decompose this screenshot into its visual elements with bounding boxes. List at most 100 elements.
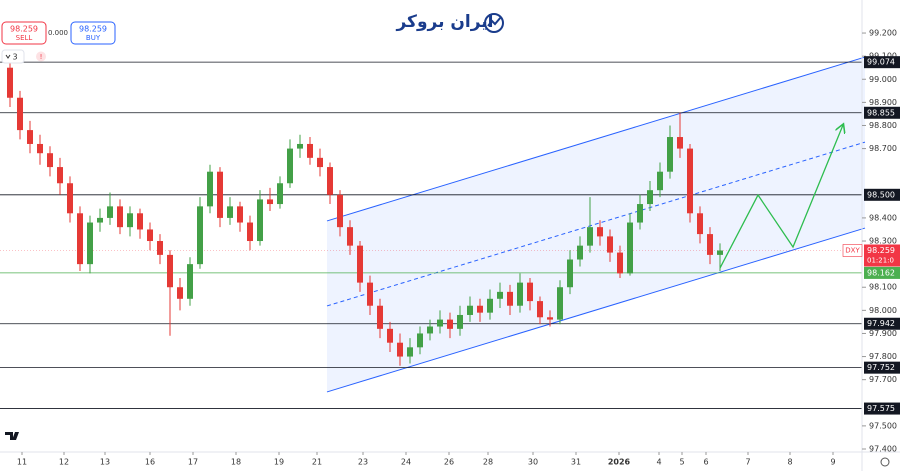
plot-area <box>0 51 866 409</box>
candle-body <box>127 213 133 228</box>
candle-body <box>297 143 303 149</box>
candle-body <box>647 190 653 205</box>
candle-body <box>17 97 23 131</box>
alert-icon[interactable] <box>36 51 46 62</box>
x-tick-label: 16 <box>145 458 155 467</box>
candle-body <box>397 342 403 357</box>
buy-button[interactable] <box>70 21 116 45</box>
level-label: 99.074 <box>867 58 895 67</box>
candle-body <box>207 171 213 207</box>
candle-body <box>27 130 33 144</box>
candle-body <box>177 287 183 299</box>
x-tick-label: 23 <box>358 458 368 467</box>
candle-body <box>447 319 453 329</box>
alert-text: ! <box>40 53 43 61</box>
candle-body <box>387 328 393 343</box>
candle-body <box>527 282 533 302</box>
candle-body <box>467 305 473 315</box>
candle-body <box>497 291 503 299</box>
candle-body <box>267 199 273 205</box>
x-tick-label: 12 <box>59 458 69 467</box>
y-tick-label: 97.400 <box>869 444 897 453</box>
x-tick-label: 18 <box>231 458 241 467</box>
candle-body <box>627 222 633 274</box>
candle-body <box>567 259 573 288</box>
x-tick-label: 11 <box>17 458 27 467</box>
candle-body <box>87 222 93 265</box>
countdown-label: 01:21:0 <box>867 256 894 264</box>
candle-body <box>617 252 623 274</box>
candle-body <box>157 241 163 255</box>
candle-body <box>557 287 563 320</box>
candle-body <box>697 213 703 235</box>
y-tick-label: 97.700 <box>869 375 897 384</box>
candle-body <box>147 229 153 242</box>
last-price-label: 98.259 <box>867 246 895 255</box>
candle-body <box>607 236 613 253</box>
sell-price: 98.259 <box>10 25 38 34</box>
candle-body <box>717 250 723 255</box>
y-tick-label: 99.000 <box>869 75 897 84</box>
x-tick-label: 24 <box>401 458 411 467</box>
channel-middle <box>326 141 866 307</box>
y-tick-label: 97.800 <box>869 352 897 361</box>
last-price-box <box>864 244 900 267</box>
y-tick-label: 98.800 <box>869 121 897 130</box>
brand-icon-arrow <box>487 16 502 27</box>
candle-body <box>517 282 523 306</box>
candle-body <box>37 143 43 154</box>
x-tick-label: 31 <box>571 458 581 467</box>
tradingview-logo <box>5 432 19 440</box>
x-tick-label: 6 <box>703 458 708 467</box>
candle-body <box>507 291 513 306</box>
level-label-box <box>864 106 900 119</box>
candle-body <box>337 194 343 228</box>
level-label-box <box>864 56 900 69</box>
x-tick-label: 28 <box>483 458 493 467</box>
y-tick-label: 99.100 <box>869 52 897 61</box>
symbol-label: DXY <box>845 246 860 254</box>
x-tick-label: 7 <box>745 458 750 467</box>
sell-button[interactable] <box>1 21 47 45</box>
candle-body <box>47 153 53 168</box>
y-tick-label: 98.100 <box>869 283 897 292</box>
candle-body <box>277 183 283 205</box>
x-tick-label: 13 <box>100 458 110 467</box>
projection-path <box>719 125 843 269</box>
candle-body <box>537 301 543 318</box>
candle-body <box>237 206 243 223</box>
candle-body <box>477 305 483 313</box>
candle-body <box>227 206 233 218</box>
sell-label: SELL <box>16 34 33 42</box>
support-label-box <box>864 266 900 279</box>
candle-body <box>407 347 413 357</box>
level-label: 97.752 <box>867 363 895 372</box>
candle-body <box>57 167 63 184</box>
interval-button[interactable] <box>1 49 25 64</box>
candle-body <box>577 245 583 260</box>
candle-body <box>327 167 333 195</box>
candle-body <box>437 319 443 327</box>
interval: 3 <box>12 53 17 62</box>
level-label-box <box>864 188 900 201</box>
level-label-box <box>864 402 900 415</box>
settings-icon[interactable] <box>880 457 890 467</box>
candle-body <box>487 298 493 313</box>
y-tick-label: 98.400 <box>869 213 897 222</box>
candle-body <box>187 264 193 299</box>
level-label: 98.855 <box>867 108 895 117</box>
brand-logo: ایران بروکر <box>395 12 504 33</box>
candle-body <box>167 254 173 288</box>
candle-body <box>457 314 463 329</box>
candle-body <box>137 213 143 230</box>
candle-body <box>347 227 353 246</box>
x-tick-label: 4 <box>656 458 661 467</box>
support-label: 98.162 <box>867 268 895 277</box>
candle-body <box>197 206 203 265</box>
y-tick-label: 98.700 <box>869 144 897 153</box>
brand-icon <box>484 13 504 33</box>
candle-body <box>417 333 423 348</box>
candle-body <box>7 67 13 98</box>
candle-body <box>587 227 593 246</box>
y-tick-label: 97.500 <box>869 421 897 430</box>
